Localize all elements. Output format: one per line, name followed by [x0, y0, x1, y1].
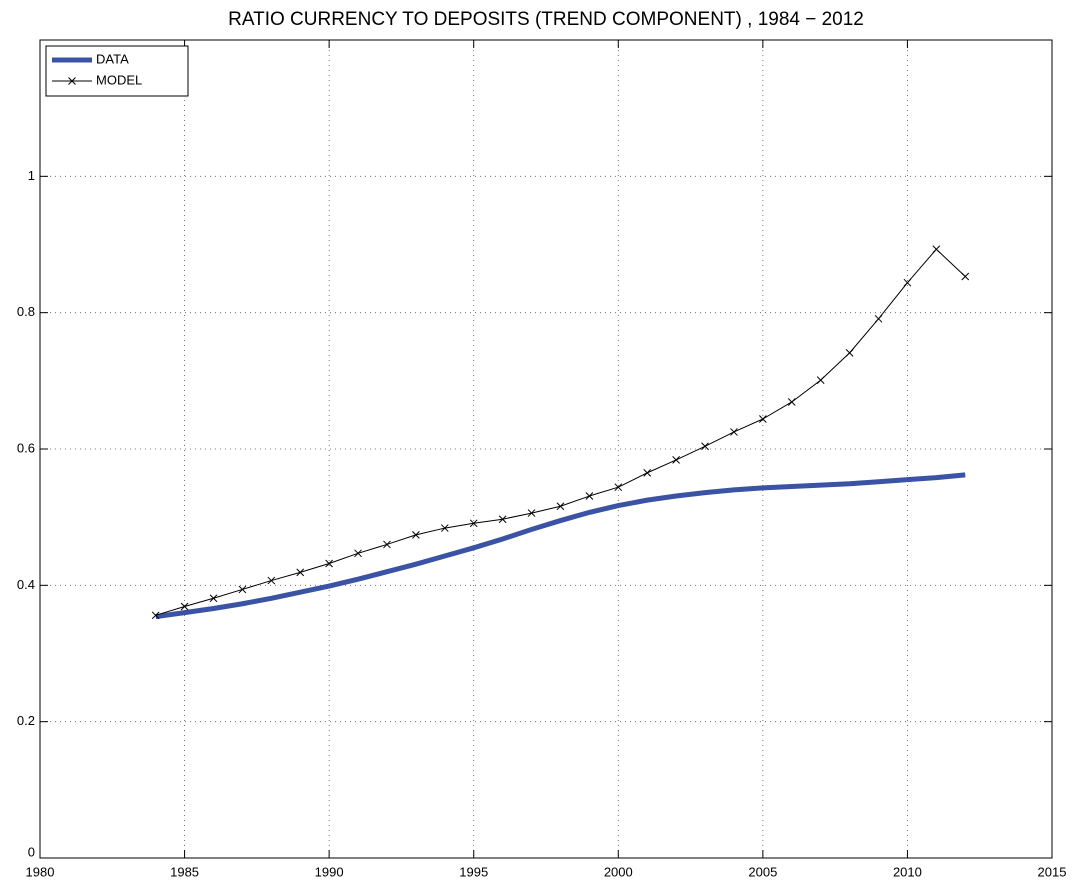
- legend-label: DATA: [96, 51, 129, 66]
- marker: [556, 502, 565, 511]
- x-tick-label: 1985: [170, 864, 199, 879]
- marker: [209, 594, 218, 603]
- y-tick-label: 0.6: [17, 440, 35, 455]
- legend-box: [45, 45, 189, 97]
- y-tick-label: 0: [28, 844, 35, 859]
- y-tick-label: 0.4: [17, 577, 35, 592]
- marker: [498, 515, 507, 524]
- marker: [527, 509, 536, 517]
- x-tick-label: 2005: [748, 864, 777, 879]
- marker: [383, 540, 391, 549]
- marker: [787, 398, 796, 406]
- legend-label: MODEL: [96, 72, 142, 87]
- axes-box: [39, 39, 1053, 859]
- marker: [816, 376, 825, 385]
- legend-marker: [68, 77, 76, 85]
- marker: [672, 456, 680, 464]
- series-line: [155, 472, 966, 620]
- marker: [903, 278, 912, 287]
- marker: [180, 602, 189, 611]
- x-tick-label: 1990: [315, 864, 344, 879]
- marker: [730, 428, 738, 436]
- marker: [267, 576, 276, 585]
- y-tick-label: 0.2: [17, 713, 35, 728]
- marker: [296, 568, 305, 577]
- chart-title: RATIO CURRENCY TO DEPOSITS (TREND COMPON…: [228, 9, 864, 30]
- marker: [440, 524, 449, 532]
- marker: [961, 272, 970, 281]
- marker: [151, 611, 160, 620]
- marker: [325, 559, 333, 568]
- marker: [412, 531, 420, 539]
- marker: [643, 469, 652, 477]
- marker: [469, 519, 478, 528]
- marker: [759, 415, 767, 423]
- marker: [701, 442, 709, 451]
- x-tick-label: 2010: [893, 864, 922, 879]
- marker: [845, 349, 854, 357]
- marker: [238, 585, 247, 594]
- x-tick-label: 2015: [1038, 864, 1067, 879]
- x-tick-label: 1995: [459, 864, 488, 879]
- y-tick-label: 0.8: [17, 304, 35, 319]
- y-tick-label: 1: [28, 168, 35, 183]
- marker: [354, 549, 362, 558]
- marker: [585, 492, 594, 500]
- marker: [874, 314, 883, 323]
- x-tick-label: 1980: [26, 864, 55, 879]
- x-tick-label: 2000: [604, 864, 633, 879]
- marker: [932, 245, 941, 254]
- marker: [614, 483, 623, 492]
